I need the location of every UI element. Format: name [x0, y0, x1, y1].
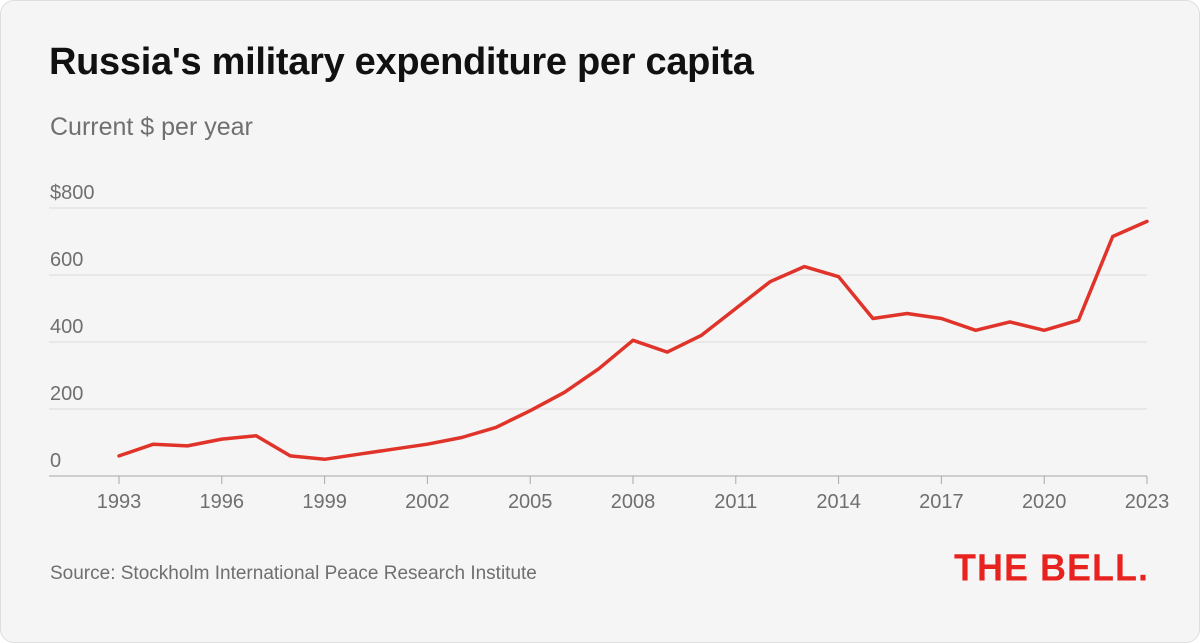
data-point-2015 — [871, 317, 875, 321]
y-tick-label-400: 400 — [50, 316, 83, 338]
data-point-2007 — [597, 367, 601, 371]
data-point-2003 — [460, 436, 464, 440]
data-point-2020 — [1042, 328, 1046, 332]
x-tick-label-2008: 2008 — [611, 491, 656, 513]
grid-lines — [49, 207, 1147, 410]
x-tick-label-2002: 2002 — [405, 491, 450, 513]
data-point-2014 — [837, 275, 841, 279]
data-point-2017 — [939, 317, 943, 321]
data-point-2022 — [1111, 235, 1115, 239]
x-tick-label-2020: 2020 — [1022, 491, 1067, 513]
data-point-1995 — [186, 444, 190, 448]
data-point-2009 — [665, 350, 669, 354]
data-point-2000 — [357, 452, 361, 456]
data-point-1999 — [323, 457, 327, 461]
data-point-2019 — [1008, 320, 1012, 324]
data-point-2002 — [425, 442, 429, 446]
chart-title: Russia's military expenditure per capita — [49, 41, 754, 83]
data-point-2004 — [494, 425, 498, 429]
data-point-2023 — [1145, 219, 1149, 223]
x-tick-label-1993: 1993 — [97, 491, 142, 513]
x-tick-label-2023: 2023 — [1125, 491, 1170, 513]
data-point-2011 — [734, 307, 738, 311]
x-tick-label-1999: 1999 — [302, 491, 347, 513]
x-tick-label-2011: 2011 — [714, 491, 757, 513]
x-tick-label-1996: 1996 — [200, 491, 245, 513]
chart-subtitle: Current $ per year — [50, 113, 253, 141]
data-point-2016 — [905, 312, 909, 316]
data-point-2001 — [391, 447, 395, 451]
data-point-1996 — [220, 437, 224, 441]
series-layer — [117, 219, 1149, 462]
data-point-1993 — [117, 454, 121, 458]
data-point-1994 — [151, 442, 155, 446]
x-tick-label-2014: 2014 — [816, 491, 861, 513]
y-tick-label-600: 600 — [50, 249, 83, 271]
x-axis: 1993 1996 1999 2002 2005 2008 2011 2014 2017 2020… — [49, 475, 1170, 513]
y-tick-label-200: 200 — [50, 383, 83, 405]
data-point-2013 — [802, 265, 806, 269]
data-point-2006 — [563, 390, 567, 394]
y-tick-label-800: $800 — [50, 182, 95, 204]
data-point-2010 — [700, 333, 704, 337]
data-point-2021 — [1077, 318, 1081, 322]
x-tick-label-2017: 2017 — [919, 491, 964, 513]
x-tick-label-2005: 2005 — [508, 491, 553, 513]
brand-logo: THE BELL. — [954, 545, 1149, 589]
series-line-0 — [117, 219, 1149, 462]
source-note: Source: Stockholm International Peace Re… — [50, 563, 537, 584]
data-point-2018 — [974, 328, 978, 332]
y-tick-label-0: 0 — [50, 450, 61, 472]
data-point-2005 — [528, 409, 532, 413]
data-point-1997 — [254, 434, 258, 438]
data-point-2012 — [768, 280, 772, 284]
y-axis-ticks: 0 200 400 600 $800 — [50, 182, 95, 472]
data-point-1998 — [288, 454, 292, 458]
data-point-2008 — [631, 338, 635, 342]
